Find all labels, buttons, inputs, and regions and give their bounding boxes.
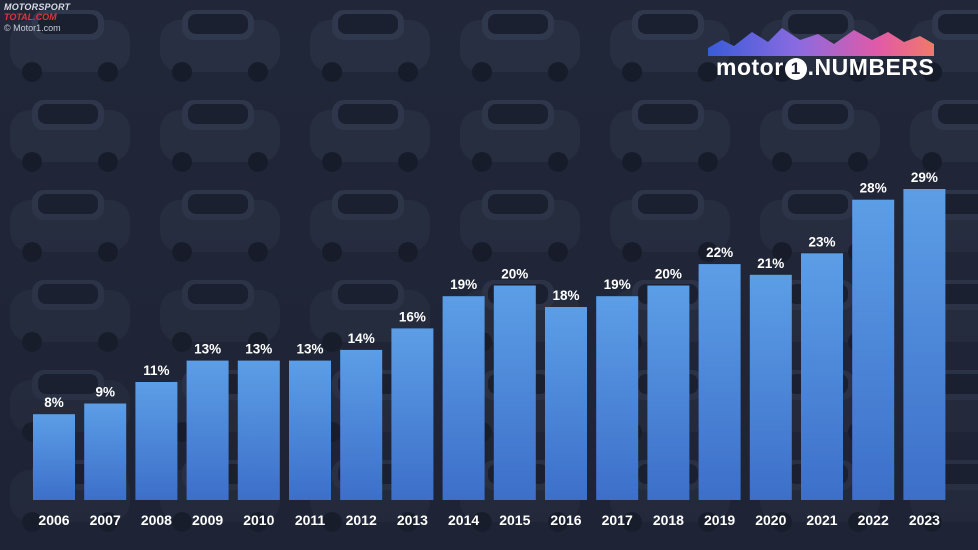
x-tick-labels-group: 2006 2007 2008 2009 2010 2011 2012 2013 2014 2015… bbox=[38, 512, 940, 528]
data-label-2020: 21% bbox=[757, 256, 784, 271]
x-tick-label-2015: 2015 bbox=[499, 512, 530, 528]
data-label-2014: 19% bbox=[450, 277, 477, 292]
logo-text-motor: motor bbox=[716, 54, 784, 80]
watermark-copyright: © Motor1.com bbox=[4, 23, 61, 33]
data-label-2010: 13% bbox=[245, 342, 272, 357]
data-label-2016: 18% bbox=[552, 288, 579, 303]
x-tick-label-2009: 2009 bbox=[192, 512, 223, 528]
bar-2020 bbox=[749, 274, 792, 500]
bar-2017 bbox=[596, 296, 639, 500]
data-label-2023: 29% bbox=[911, 170, 938, 185]
bar-2015 bbox=[493, 285, 536, 500]
bar-2009 bbox=[186, 360, 229, 500]
logo-text: motor 1 .NUMBERS bbox=[716, 54, 934, 81]
bars-group bbox=[33, 189, 946, 500]
x-tick-label-2006: 2006 bbox=[38, 512, 69, 528]
logo-text-numbers: .NUMBERS bbox=[807, 54, 935, 80]
x-tick-label-2008: 2008 bbox=[141, 512, 172, 528]
logo-one-badge: 1 bbox=[784, 58, 807, 80]
data-label-2015: 20% bbox=[501, 267, 528, 282]
x-tick-label-2020: 2020 bbox=[755, 512, 786, 528]
watermark-brand: MOTORSPORT bbox=[4, 2, 71, 12]
data-label-2007: 9% bbox=[95, 385, 115, 400]
data-labels-group: 8% 9% 11% 13% 13% 13% 14% 16% 19% 20% 18% 19% 20% 22%… bbox=[44, 170, 938, 410]
bar-2013 bbox=[391, 328, 434, 500]
bar-2018 bbox=[647, 285, 690, 500]
bar-2022 bbox=[852, 199, 895, 500]
bar-2023 bbox=[903, 189, 946, 500]
bar-2016 bbox=[545, 307, 587, 500]
bar-2011 bbox=[289, 360, 331, 500]
x-tick-label-2013: 2013 bbox=[397, 512, 428, 528]
motor1-numbers-logo: motor 1 .NUMBERS bbox=[708, 26, 934, 86]
x-tick-label-2018: 2018 bbox=[653, 512, 684, 528]
watermark-brand-domain: TOTAL.COM bbox=[4, 12, 57, 22]
x-tick-label-2017: 2017 bbox=[602, 512, 633, 528]
data-label-2006: 8% bbox=[44, 395, 64, 410]
x-tick-label-2023: 2023 bbox=[909, 512, 940, 528]
data-label-2018: 20% bbox=[655, 267, 682, 282]
bar-2006 bbox=[33, 414, 75, 500]
data-label-2008: 11% bbox=[143, 363, 169, 378]
data-label-2013: 16% bbox=[399, 309, 426, 324]
bar-2021 bbox=[801, 253, 843, 500]
data-label-2019: 22% bbox=[706, 245, 733, 260]
data-label-2011: 13% bbox=[296, 342, 323, 357]
bar-2010 bbox=[237, 360, 280, 500]
bar-2019 bbox=[698, 264, 741, 500]
bar-2007 bbox=[84, 403, 127, 500]
data-label-2009: 13% bbox=[194, 342, 221, 357]
x-tick-label-2011: 2011 bbox=[295, 512, 326, 528]
watermark: MOTORSPORT TOTAL.COM © Motor1.com bbox=[4, 3, 70, 33]
x-tick-label-2012: 2012 bbox=[346, 512, 377, 528]
data-label-2021: 23% bbox=[808, 234, 835, 249]
x-tick-label-2016: 2016 bbox=[550, 512, 581, 528]
logo-mountains-icon bbox=[708, 28, 934, 56]
x-tick-label-2007: 2007 bbox=[90, 512, 121, 528]
x-tick-label-2014: 2014 bbox=[448, 512, 479, 528]
bar-2012 bbox=[340, 349, 383, 500]
bar-2014 bbox=[442, 296, 485, 500]
x-tick-label-2021: 2021 bbox=[806, 512, 837, 528]
data-label-2022: 28% bbox=[860, 181, 887, 196]
x-tick-label-2022: 2022 bbox=[858, 512, 889, 528]
data-label-2017: 19% bbox=[604, 277, 631, 292]
x-tick-label-2019: 2019 bbox=[704, 512, 735, 528]
x-tick-label-2010: 2010 bbox=[243, 512, 274, 528]
bar-2008 bbox=[135, 382, 178, 500]
data-label-2012: 14% bbox=[348, 331, 375, 346]
